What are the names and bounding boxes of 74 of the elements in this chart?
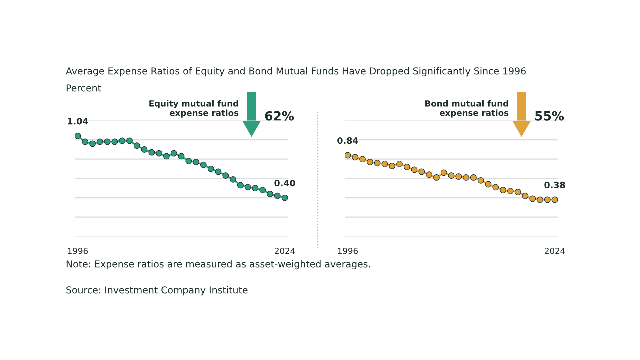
point — [170, 150, 178, 157]
point — [267, 190, 274, 198]
point — [252, 185, 259, 192]
point — [507, 188, 514, 194]
point — [104, 138, 111, 146]
point — [230, 176, 236, 183]
point — [186, 158, 192, 164]
point — [156, 150, 163, 157]
x-tick-label: 2024 — [545, 248, 566, 254]
point — [90, 140, 96, 148]
point — [500, 187, 506, 194]
point — [352, 154, 359, 161]
point — [208, 166, 214, 172]
point — [75, 132, 82, 140]
point — [492, 184, 500, 191]
data-label: 0.38 — [544, 182, 566, 189]
point — [537, 196, 544, 204]
point — [440, 170, 448, 176]
annotation: 55% — [536, 111, 564, 121]
data-label: 0.84 — [338, 137, 358, 144]
point — [215, 168, 222, 176]
point — [470, 174, 477, 181]
point — [178, 153, 185, 160]
text: Bond mutual fund expense ratios — [426, 100, 509, 118]
point — [522, 192, 529, 200]
point — [434, 174, 440, 181]
point — [448, 172, 455, 179]
text: Equity mutual fund expense ratios — [150, 100, 239, 118]
point — [426, 172, 433, 178]
point — [418, 168, 426, 176]
x-tick-label: 1996 — [338, 248, 358, 254]
point — [274, 192, 281, 200]
point — [112, 138, 118, 146]
text: Note: Expense ratios are measured as asset-weighted averages. — [66, 260, 370, 270]
point — [82, 138, 89, 146]
point — [345, 152, 352, 159]
point — [244, 184, 252, 191]
x-tick-label: 2024 — [275, 248, 296, 254]
point — [193, 159, 200, 166]
point — [148, 149, 156, 156]
point — [396, 161, 403, 168]
point — [360, 156, 366, 163]
point — [389, 162, 396, 170]
point — [530, 196, 536, 202]
annotation: 62% — [265, 111, 294, 121]
point — [485, 181, 492, 188]
chart-title: Average Expense Ratios of Equity and Bond Mutual Funds Have Dropped Significantly Since 1996 — [66, 67, 526, 77]
point — [514, 189, 522, 196]
source-note: Source: Investment Company Institute — [66, 286, 248, 296]
point — [126, 138, 133, 144]
point — [96, 138, 104, 146]
point — [478, 177, 484, 184]
point — [366, 159, 374, 166]
point — [411, 166, 418, 174]
point — [134, 142, 140, 150]
point — [119, 138, 126, 144]
point — [374, 160, 381, 166]
point — [237, 182, 244, 189]
point — [164, 153, 170, 160]
point — [200, 162, 207, 168]
point — [141, 146, 148, 153]
point — [552, 196, 558, 204]
point — [463, 174, 470, 181]
chart-subtitle: Percent — [66, 84, 102, 92]
data-label: 0.40 — [274, 180, 296, 187]
point — [382, 161, 388, 168]
data-label: 1.04 — [68, 118, 88, 125]
point — [222, 172, 230, 179]
point — [404, 164, 410, 170]
point — [260, 187, 266, 194]
point — [456, 174, 462, 180]
x-tick-label: 1996 — [68, 248, 88, 254]
point — [282, 194, 288, 202]
point — [544, 196, 551, 204]
